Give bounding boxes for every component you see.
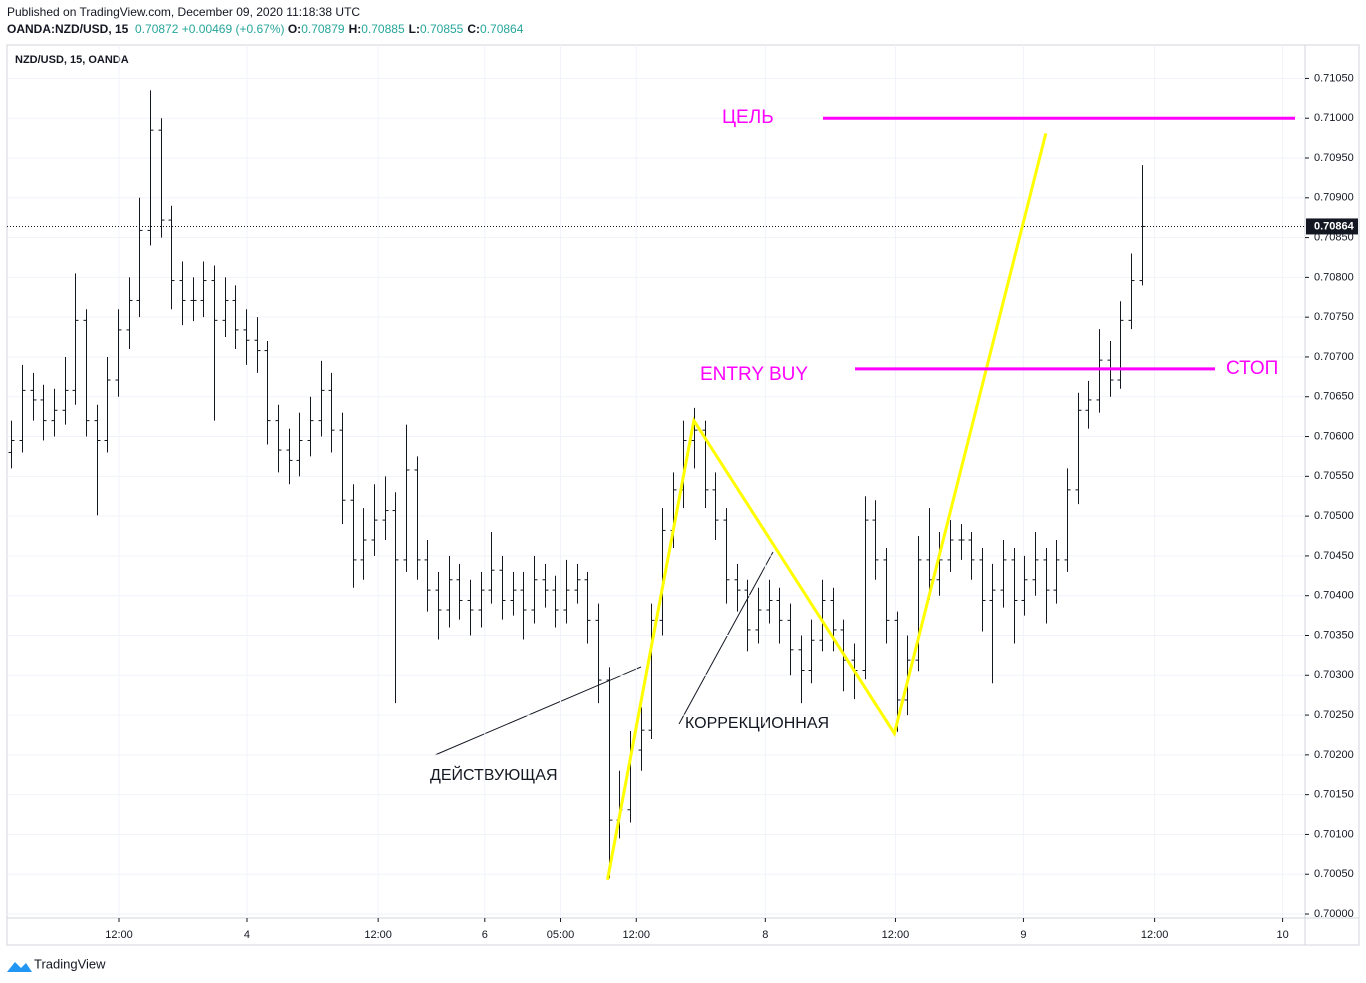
x-tick-label: 12:00 <box>1141 929 1169 941</box>
last-price-box <box>1306 218 1358 235</box>
y-tick-label: 0.70550 <box>1314 470 1354 482</box>
price: 0.70872 <box>135 22 179 36</box>
y-tick-label: 0.70250 <box>1314 709 1354 721</box>
frame <box>6 44 1360 946</box>
x-tick-label: 12:00 <box>105 929 133 941</box>
x-tick-label: 8 <box>762 929 768 941</box>
y-tick-label: 0.70000 <box>1314 908 1354 920</box>
y-tick-label: 0.71050 <box>1314 72 1354 84</box>
x-tick-label: 05:00 <box>547 929 575 941</box>
header: Published on TradingView.com, December 0… <box>7 4 527 38</box>
change: +0.00469 (+0.67%) <box>181 22 285 36</box>
y-tick-label: 0.70600 <box>1314 430 1354 442</box>
last-price-label: 0.70864 <box>1314 220 1355 232</box>
bars <box>8 90 1146 879</box>
ohlc-label: H: <box>348 22 362 36</box>
pointer-line <box>434 666 642 756</box>
quote-line: OANDA:NZD/USD, 15 0.70872 +0.00469 (+0.6… <box>7 21 527 38</box>
grid <box>7 45 1305 918</box>
y-tick-label: 0.70300 <box>1314 669 1354 681</box>
ohlc-label: O: <box>287 22 302 36</box>
x-tick-label: 6 <box>482 929 488 941</box>
y-tick-label: 0.70900 <box>1314 192 1354 204</box>
y-tick-label: 0.70450 <box>1314 550 1354 562</box>
note: ДЕЙСТВУЮЩАЯ <box>430 765 558 784</box>
y-tick-label: 0.70700 <box>1314 351 1354 363</box>
x-tick-label: 9 <box>1020 929 1026 941</box>
y-tick-label: 0.70500 <box>1314 510 1354 522</box>
y-tick-label: 0.70350 <box>1314 629 1354 641</box>
y-tick-label: 0.70950 <box>1314 152 1354 164</box>
ohlc-value: 0.70885 <box>361 22 405 36</box>
chart-title: NZD/USD, 15, OANDA <box>15 54 129 66</box>
x-tick-label: 12:00 <box>364 929 392 941</box>
y-tick-label: 0.70200 <box>1314 749 1354 761</box>
y-tick-label: 0.71000 <box>1314 112 1354 124</box>
level-label: СТОП <box>1226 358 1278 379</box>
ohlc-label: L: <box>408 22 420 36</box>
published: Published on TradingView.com, December 0… <box>7 5 361 19</box>
y-tick-label: 0.70750 <box>1314 311 1354 323</box>
symbol: OANDA:NZD/USD, 15 <box>7 22 129 36</box>
ohlc-value: 0.70864 <box>480 22 524 36</box>
y-tick-label: 0.70800 <box>1314 271 1354 283</box>
level-label: ЦЕЛЬ <box>722 107 774 128</box>
x-tick-label: 12:00 <box>623 929 651 941</box>
y-tick-label: 0.70150 <box>1314 789 1354 801</box>
y-tick-label: 0.70850 <box>1314 231 1354 243</box>
zigzag <box>605 132 1048 881</box>
y-tick-label: 0.70050 <box>1314 868 1354 880</box>
x-tick-label: 10 <box>1276 929 1288 941</box>
level-label: ENTRY BUY <box>700 364 808 385</box>
footer-logo <box>7 962 32 972</box>
y-tick-label: 0.70400 <box>1314 590 1354 602</box>
y-tick-label: 0.70100 <box>1314 828 1354 840</box>
x-tick-label: 4 <box>244 929 250 941</box>
ohlc-value: 0.70855 <box>419 22 464 36</box>
ohlc-label: C: <box>467 22 481 36</box>
ohlc-value: 0.70879 <box>301 22 345 36</box>
pointer-line <box>678 551 774 725</box>
y-tick-label: 0.70650 <box>1314 391 1354 403</box>
ohlc-values: O:0.70879 H:0.70885 L:0.70855 C:0.70864 <box>288 22 528 36</box>
x-tick-label: 12:00 <box>882 929 910 941</box>
note: КОРРЕКЦИОННАЯ <box>685 715 829 732</box>
footer-brand: TradingView <box>34 956 106 971</box>
